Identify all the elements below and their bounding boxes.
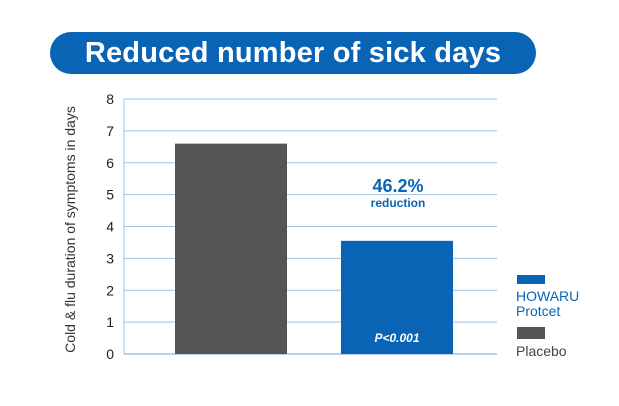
y-tick-label-1: 1 xyxy=(106,314,114,330)
p-value-label: P<0.001 xyxy=(374,331,419,345)
y-tick-label-3: 3 xyxy=(106,250,114,266)
y-axis-label: Cold & flu duration of symptoms in days xyxy=(62,106,78,353)
y-tick-label-4: 4 xyxy=(106,219,114,235)
chart-title-banner: Reduced number of sick days xyxy=(50,32,536,74)
reduction-label: reduction xyxy=(371,196,426,210)
legend-swatch-placebo xyxy=(517,327,545,339)
chart-title: Reduced number of sick days xyxy=(84,36,502,69)
y-tick-label-7: 7 xyxy=(106,123,114,139)
legend-swatch-howaru xyxy=(517,275,545,284)
bar-howaru-protcet xyxy=(341,240,453,354)
legend-label-howaru-line2: Protcet xyxy=(516,303,560,319)
y-tick-label-8: 8 xyxy=(106,91,114,107)
legend-label-placebo: Placebo xyxy=(516,343,567,359)
y-tick-label-2: 2 xyxy=(106,282,114,298)
bar-placebo xyxy=(175,143,287,354)
y-tick-label-6: 6 xyxy=(106,155,114,171)
legend-label-howaru-line1: HOWARU xyxy=(516,288,579,304)
y-tick-label-0: 0 xyxy=(106,346,114,362)
y-tick-label-5: 5 xyxy=(106,187,114,203)
reduction-percentage: 46.2% xyxy=(372,176,423,196)
y-axis-ticks: 0 1 2 3 4 5 6 7 8 xyxy=(106,91,114,362)
